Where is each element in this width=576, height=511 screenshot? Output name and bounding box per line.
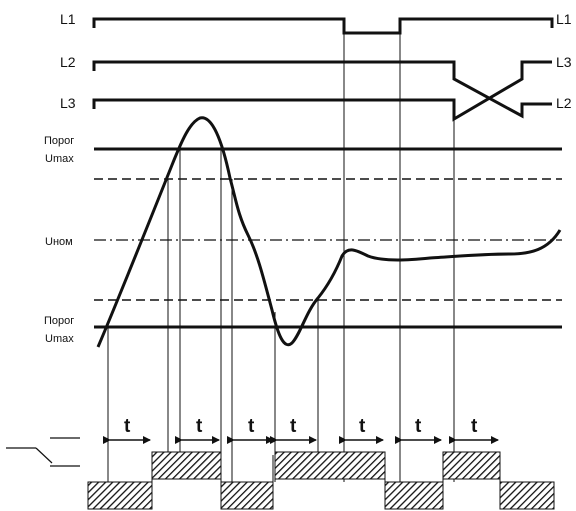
relay-on-block: [151, 451, 222, 480]
relay-state-blocks: [87, 451, 555, 510]
timing-markers: [107, 28, 501, 482]
phase-l1-line: [92, 17, 554, 35]
delay-label-2: t: [196, 416, 203, 437]
phase-l3-line: [92, 60, 552, 122]
voltage-curve: [96, 116, 562, 348]
phase-label-right-l1: L1: [556, 11, 572, 27]
relay-on-block: [442, 451, 501, 480]
nominal-voltage-label: Uном: [45, 236, 73, 248]
delay-label-3: t: [248, 416, 255, 437]
phase-l2-line: [92, 60, 552, 119]
delay-label-1: t: [124, 416, 131, 437]
relay-off-block: [499, 481, 555, 510]
relay-off-block: [87, 481, 153, 510]
phase-label-right-l2: L2: [556, 95, 572, 111]
relay-off-block: [384, 481, 444, 510]
phase-label-right-l3: L3: [556, 54, 572, 70]
delay-label-6: t: [415, 416, 422, 437]
relay-on-block: [274, 451, 386, 480]
delay-label-4: t: [290, 416, 297, 437]
lower-threshold-label: Порог: [44, 315, 74, 327]
relay-contact-icon: [6, 437, 80, 467]
delay-label-5: t: [359, 416, 366, 437]
upper-threshold-unit: Umax: [45, 153, 74, 165]
phase-label-left-l1: L1: [60, 11, 76, 27]
relay-off-block: [220, 481, 274, 510]
upper-threshold-label: Порог: [44, 135, 74, 147]
phase-label-left-l2: L2: [60, 54, 76, 70]
lower-threshold-unit: Umax: [45, 333, 74, 345]
delay-labels: t t t t t t t: [124, 416, 478, 437]
phase-label-left-l3: L3: [60, 95, 76, 111]
delay-label-7: t: [471, 416, 478, 437]
